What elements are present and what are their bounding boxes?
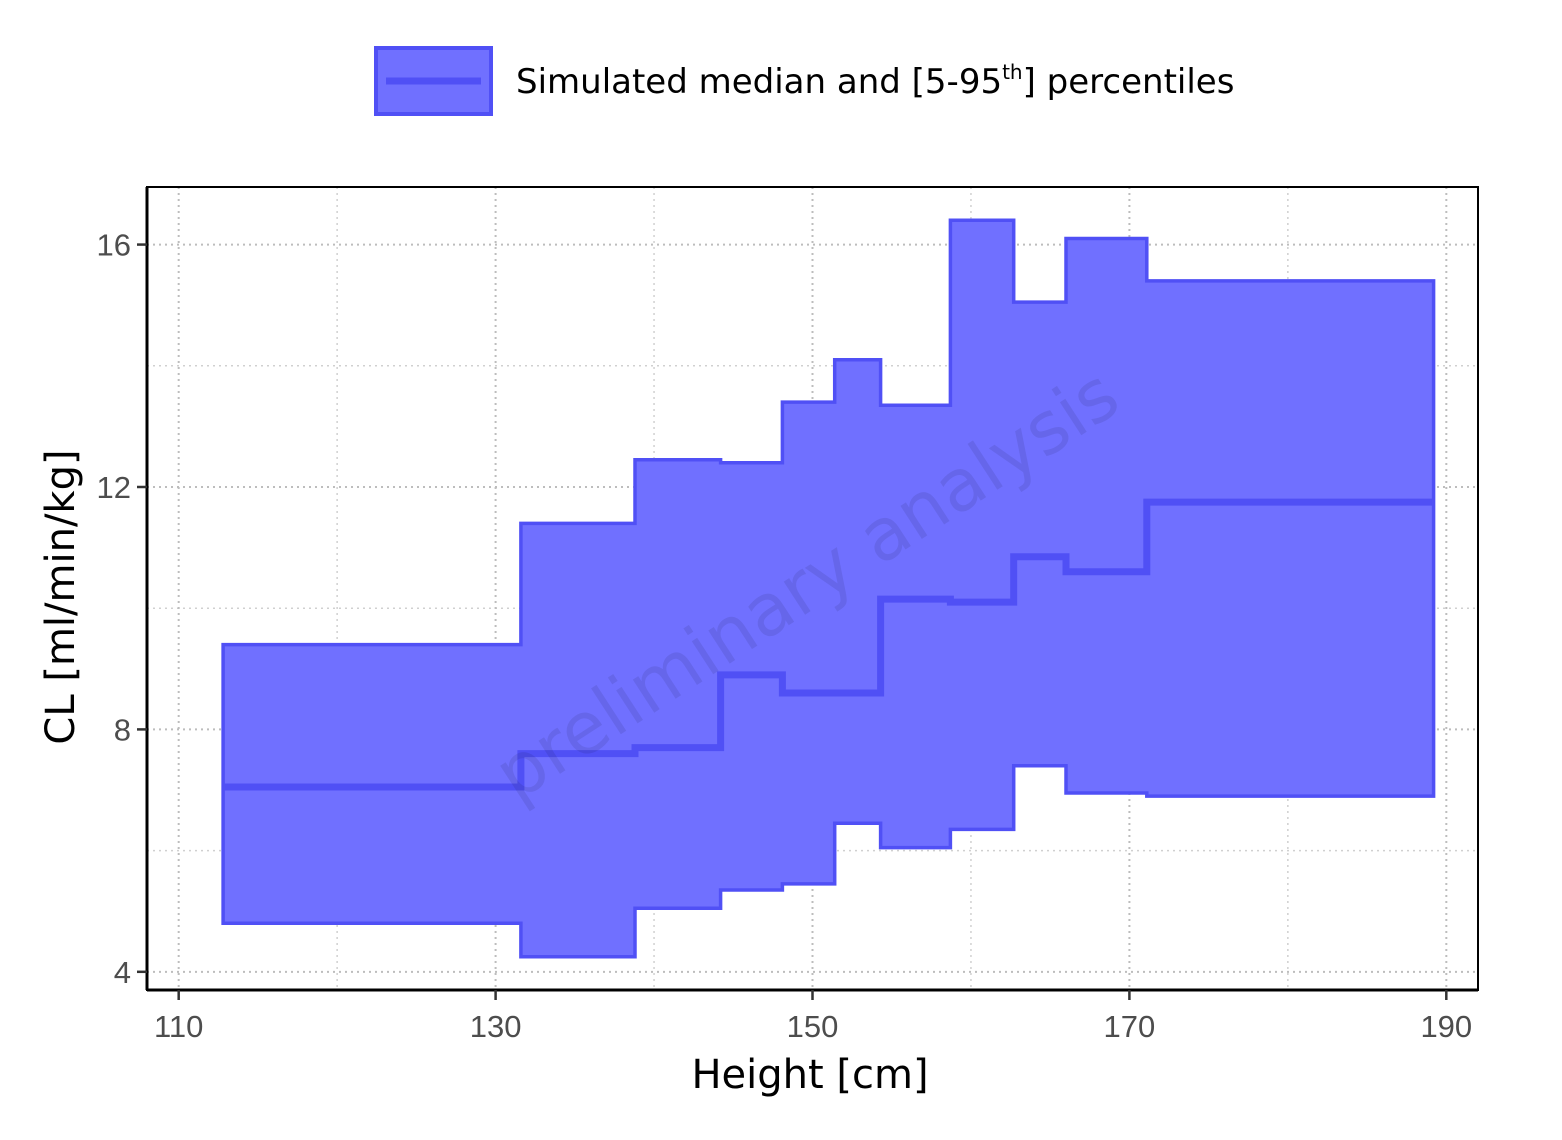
x-axis-ticks: 110 130 150 170 190 bbox=[154, 990, 1472, 1044]
y-tick-label: 16 bbox=[97, 228, 131, 263]
y-tick-label: 12 bbox=[97, 470, 131, 505]
percentile-band-layer bbox=[221, 218, 1436, 959]
legend: Simulated median and [5-95th] percentile… bbox=[374, 46, 1234, 116]
y-tick-label: 4 bbox=[114, 955, 131, 990]
x-tick-label: 190 bbox=[1420, 1009, 1472, 1044]
y-tick-label: 8 bbox=[114, 712, 131, 747]
x-tick-label: 150 bbox=[787, 1009, 839, 1044]
legend-label: Simulated median and [5-95th] percentile… bbox=[516, 60, 1234, 102]
x-tick-label: 110 bbox=[154, 1009, 203, 1044]
x-tick-label: 170 bbox=[1104, 1009, 1156, 1044]
x-tick-label: 130 bbox=[470, 1009, 522, 1044]
y-axis-ticks: 4 8 12 16 bbox=[97, 228, 147, 990]
percentile-band bbox=[221, 218, 1436, 959]
y-axis-title: CL [ml/min/kg] bbox=[38, 449, 84, 744]
x-axis-title: Height [cm] bbox=[691, 1052, 928, 1098]
median-line bbox=[223, 498, 1434, 791]
median-line-layer bbox=[223, 498, 1434, 791]
